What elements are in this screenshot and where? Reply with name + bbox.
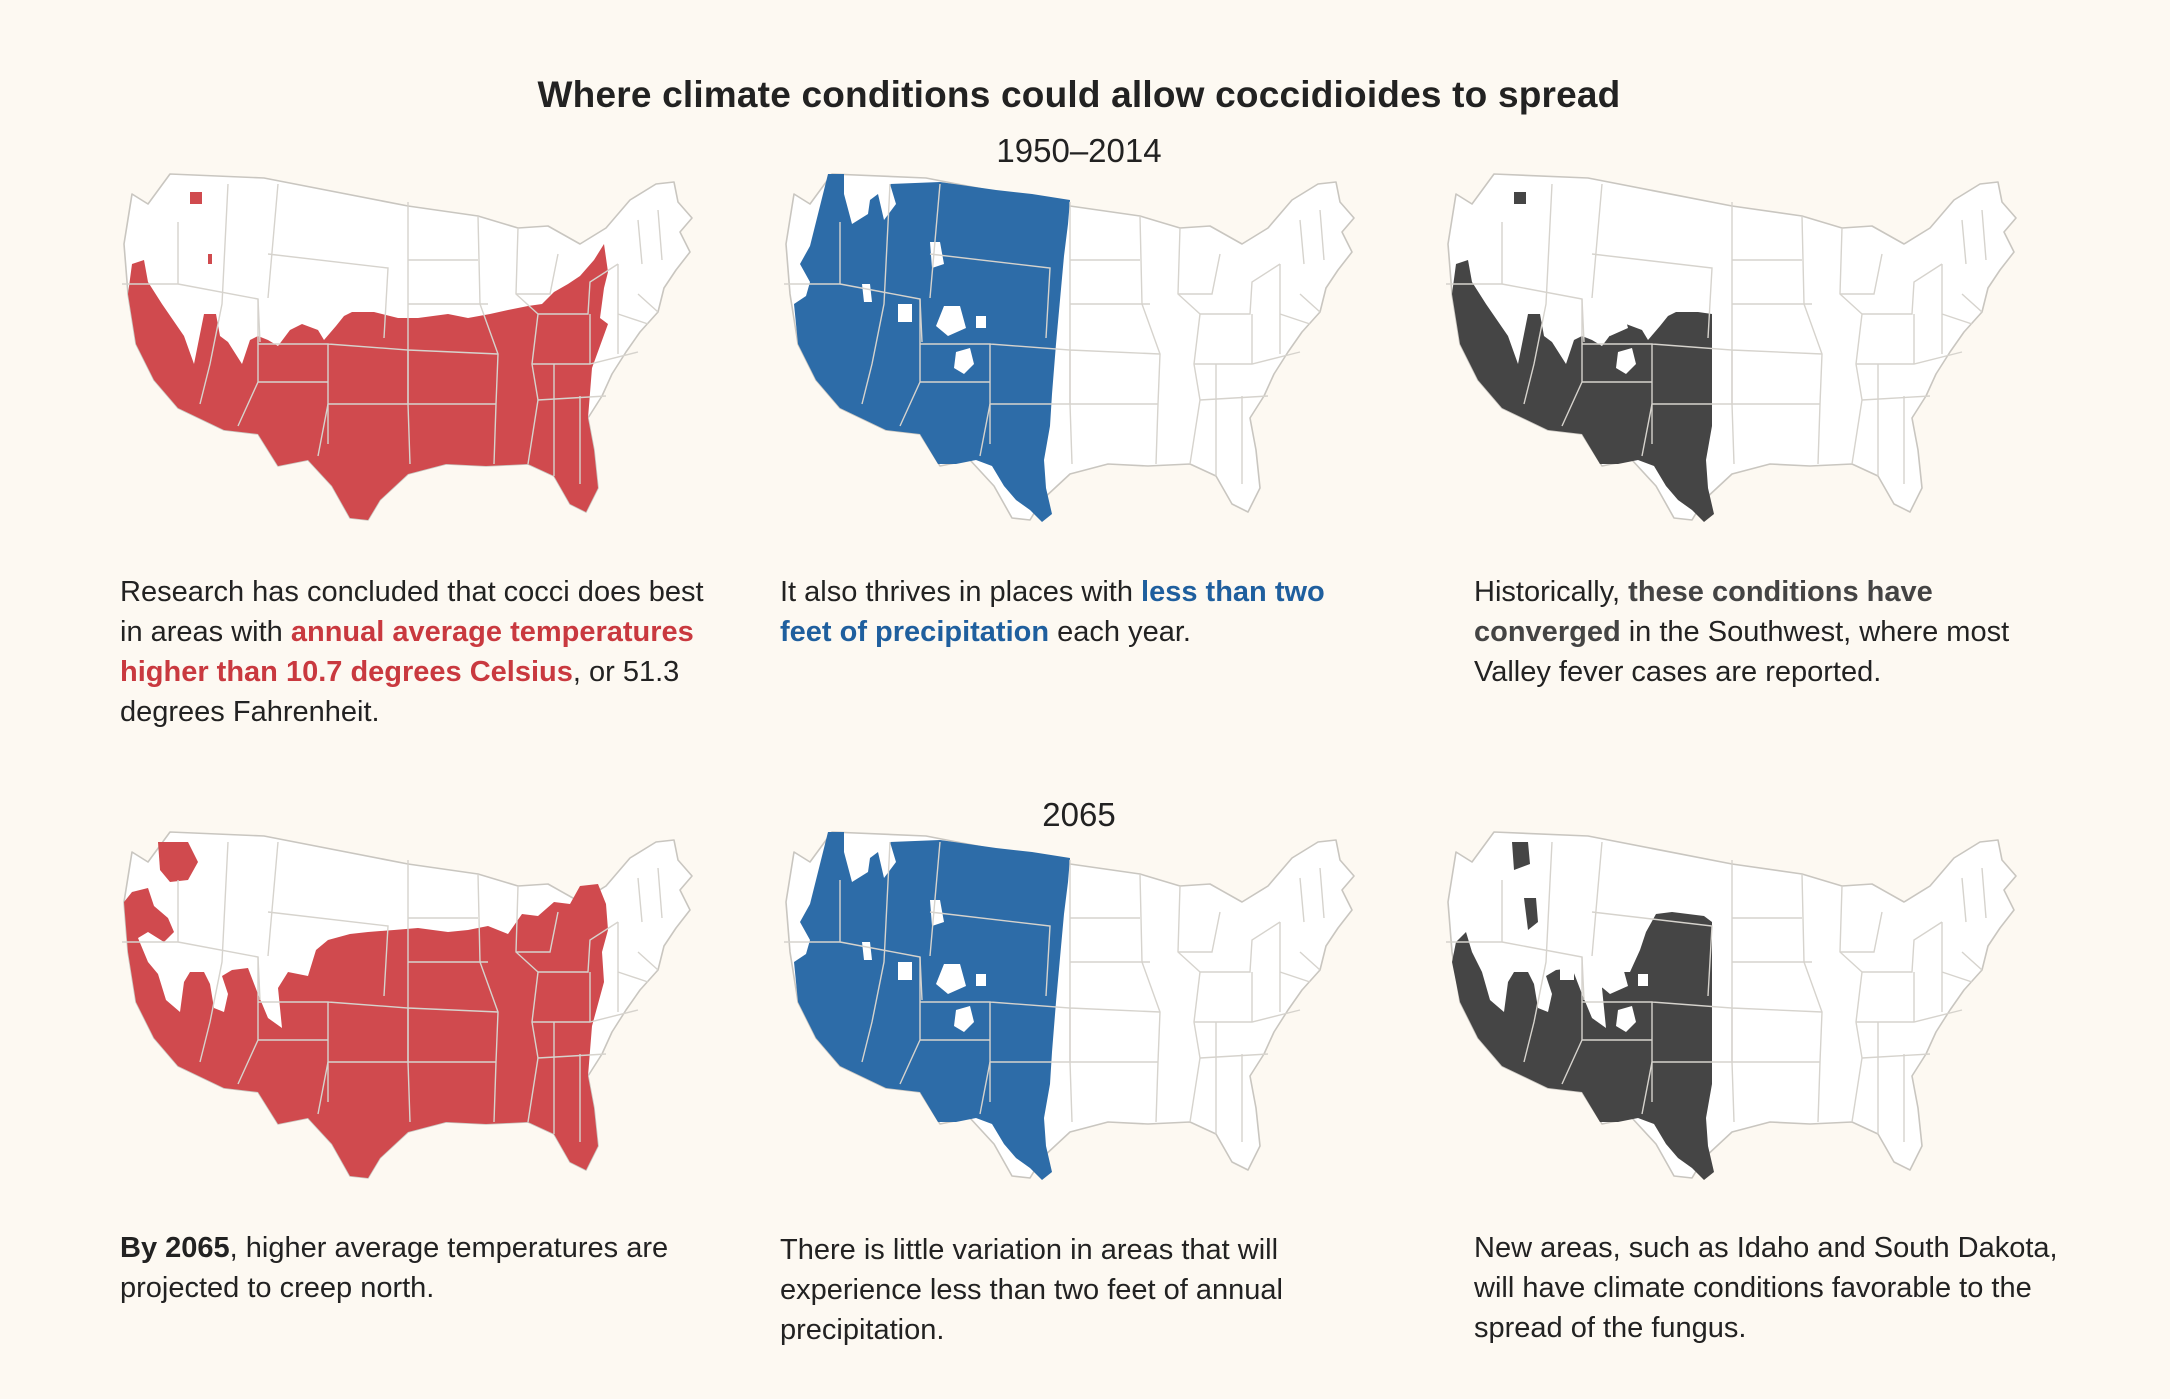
caption-text: Historically, [1474, 576, 1629, 608]
caption-text: each year. [1049, 616, 1191, 648]
caption-temperature-historical: Research has concluded that cocci does b… [120, 572, 710, 732]
caption-text: Research has concluded that cocci does b… [120, 576, 704, 648]
caption-precipitation-2065: There is little variation in areas that … [780, 1230, 1370, 1350]
caption-text: , higher average temperatures are projec… [120, 1232, 669, 1304]
caption-converged-historical: Historically, these conditions have conv… [1474, 572, 2064, 692]
map-converged-2065 [1442, 822, 2042, 1202]
caption-text: There is little variation in areas that … [780, 1234, 1283, 1346]
caption-emphasis: By 2065 [120, 1232, 230, 1264]
caption-converged-2065: New areas, such as Idaho and South Dakot… [1474, 1228, 2064, 1348]
period-label-historical: 1950–2014 [996, 132, 1162, 169]
map-precipitation-1950-2014 [780, 164, 1380, 544]
period-label-projected: 2065 [1042, 796, 1116, 833]
map-precipitation-2065 [780, 822, 1380, 1202]
map-temperature-1950-2014 [118, 164, 718, 544]
caption-text: in the Southwest, where most Valley feve… [1474, 616, 2010, 688]
caption-text: , or 51.3 degrees Fahrenheit. [120, 656, 680, 728]
map-temperature-2065 [118, 822, 718, 1202]
caption-emphasis: less than two feet of precipitation [780, 576, 1325, 648]
caption-emphasis: annual average temperatures higher than … [120, 616, 694, 688]
map-converged-1950-2014 [1442, 164, 2042, 544]
caption-text: New areas, such as Idaho and South Dakot… [1474, 1232, 2058, 1344]
caption-emphasis: these conditions have converged [1474, 576, 1933, 648]
caption-temperature-2065: By 2065, higher average temperatures are… [120, 1228, 710, 1308]
chart-title: Where climate conditions could allow coc… [537, 74, 1621, 115]
caption-precipitation-historical: It also thrives in places with less than… [780, 572, 1370, 652]
caption-text: It also thrives in places with [780, 576, 1142, 608]
